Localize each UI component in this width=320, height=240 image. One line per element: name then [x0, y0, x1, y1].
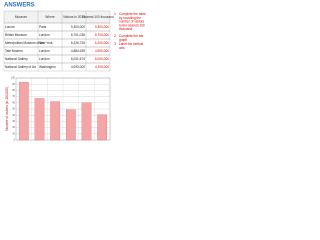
table-cell: 4,093,000	[71, 65, 85, 69]
y-axis-label: Number of visitors (in 100,000)	[5, 87, 9, 131]
table-cell: Louvre	[5, 25, 15, 29]
instruction-number: 3	[114, 42, 116, 46]
table-cell: 6,700,000	[95, 33, 109, 37]
column-header: Nearest 100 thousand	[82, 15, 114, 19]
y-tick-label: 10	[12, 132, 15, 135]
bar	[97, 114, 108, 141]
y-tick-label: 40	[12, 114, 15, 117]
table-row	[3, 62, 111, 72]
y-tick-label: 20	[12, 126, 15, 129]
y-tick-label: 0	[14, 139, 16, 142]
bar	[18, 82, 29, 141]
table-cell: Tate Modern	[5, 49, 23, 53]
table-cell: 6,701,036	[71, 33, 85, 37]
table-cell: Washington	[39, 65, 56, 69]
table-cell: Paris	[39, 25, 47, 29]
y-tick-label: 30	[12, 120, 15, 123]
bar	[50, 101, 61, 141]
y-tick-label: 80	[12, 89, 15, 92]
table-cell: National Gallery of Art	[5, 65, 36, 69]
y-tick-label: 60	[12, 101, 15, 104]
bar	[81, 102, 92, 141]
table-cell: 4,900,000	[95, 49, 109, 53]
y-tick-label: 70	[12, 95, 15, 98]
column-header: Visitors in 2013	[63, 15, 85, 19]
table-cell: London	[39, 33, 50, 37]
table-cell: London	[39, 49, 50, 53]
table-cell: 6,200,000	[95, 41, 109, 45]
table-cell: 6,226,726	[71, 41, 85, 45]
table-cell: 4,100,000	[95, 65, 109, 69]
table-cell: London	[39, 57, 50, 61]
instruction-text: Complete the bar graph	[119, 34, 144, 42]
y-tick-label: 90	[12, 83, 15, 86]
bar	[34, 98, 45, 141]
table-cell: 6,000,000	[95, 57, 109, 61]
table-cell: 4,884,939	[71, 49, 85, 53]
table-cell: British Museum	[5, 33, 27, 37]
table-cell: Metropolitan Museum of Art	[5, 41, 44, 45]
table-cell: National Gallery	[5, 57, 28, 61]
table-cell: New York	[39, 41, 53, 45]
table-cell: 9,300,000	[95, 25, 109, 29]
instruction-text: Label the vertical axis	[119, 42, 143, 50]
page: ANSWERS Museum Where Visitors in 2013 Neare…	[0, 0, 150, 150]
table-cell: 9,300,000	[71, 25, 85, 29]
instruction-number: 2	[114, 34, 116, 38]
column-header: Museum	[15, 15, 28, 19]
worksheet: ANSWERS Museum Where Visitors in 2013Neare…	[0, 0, 150, 150]
column-header: Where	[45, 15, 55, 19]
table-cell: 6,031,574	[71, 57, 85, 61]
instruction-text: Complete the table by rounding the number …	[119, 12, 146, 31]
y-tick-label: 100	[11, 77, 16, 80]
instruction-number: 1	[114, 12, 116, 16]
y-tick-label: 50	[12, 108, 15, 111]
title: ANSWERS	[4, 3, 35, 9]
bar	[65, 109, 76, 141]
